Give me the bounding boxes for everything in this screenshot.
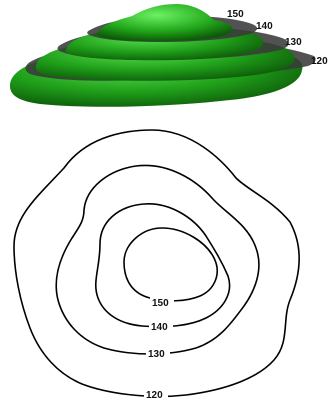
contour-label-120: 120 xyxy=(146,390,163,401)
label-bg-130 xyxy=(146,347,170,359)
label-bg-140 xyxy=(149,320,173,332)
perspective-label-140: 140 xyxy=(256,21,273,32)
contour-line-130 xyxy=(55,164,260,355)
contour-label-140: 140 xyxy=(151,322,168,333)
perspective-label-120: 120 xyxy=(311,56,328,67)
contour-label-150: 150 xyxy=(152,298,169,309)
label-bg-150 xyxy=(150,296,174,308)
terrain-perspective-view: 150 140 130 120 xyxy=(10,4,328,107)
perspective-label-150: 150 xyxy=(227,9,244,20)
contour-label-130: 130 xyxy=(148,349,165,360)
contour-label-group: 150 140 130 120 xyxy=(144,296,174,401)
terrain-tier-150 xyxy=(96,4,233,42)
contour-line-120 xyxy=(13,129,300,398)
perspective-label-130: 130 xyxy=(285,37,302,48)
label-bg-120 xyxy=(144,388,168,400)
contour-line-150 xyxy=(123,227,218,302)
contour-map-view xyxy=(13,129,300,398)
contour-line-140 xyxy=(94,203,231,328)
